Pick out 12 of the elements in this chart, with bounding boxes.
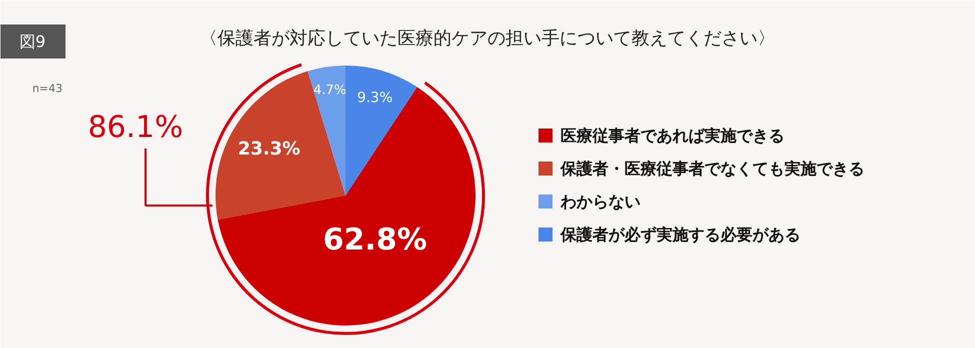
data-label: 23.3%	[238, 138, 300, 160]
data-label: 9.3%	[357, 90, 393, 106]
chart-title: 〈保護者が対応していた医療的ケアの担い手について教えてください〉	[200, 28, 776, 49]
text: n=43	[32, 82, 62, 95]
legend-label: 医療従事者であれば実施できる	[560, 126, 784, 145]
text: 86.1%	[88, 110, 184, 145]
data-label: 4.7%	[313, 82, 346, 98]
legend-label: わからない	[560, 192, 640, 211]
legend-label: 保護者・医療従事者でなくても実施できる	[560, 159, 864, 178]
legend-label: 保護者が必ず実施する必要がある	[560, 225, 800, 244]
caption: 図9	[19, 32, 46, 51]
data-label: 62.8%	[323, 222, 428, 258]
